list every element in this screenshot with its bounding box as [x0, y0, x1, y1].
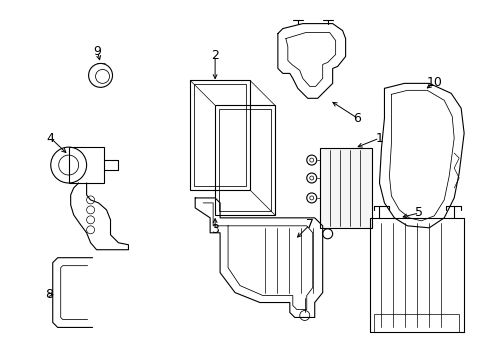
Text: 5: 5	[414, 206, 423, 219]
Text: 6: 6	[353, 112, 361, 125]
Text: 7: 7	[305, 218, 313, 231]
Text: 4: 4	[47, 132, 55, 145]
Text: 8: 8	[45, 288, 53, 301]
Polygon shape	[319, 148, 371, 228]
Text: 2: 2	[211, 49, 219, 62]
Text: 10: 10	[426, 76, 441, 89]
Text: 1: 1	[375, 132, 383, 145]
Text: 9: 9	[93, 45, 102, 58]
Text: 3: 3	[211, 223, 219, 236]
